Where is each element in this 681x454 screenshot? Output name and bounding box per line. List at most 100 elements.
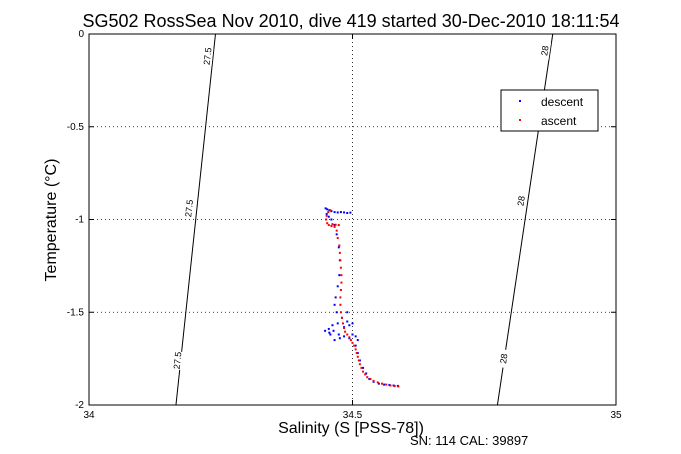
ascent-point [334,223,337,226]
contour-line-27-5 [175,33,216,406]
descent-point [348,324,351,327]
descent-point [392,384,395,387]
descent-point [332,329,335,332]
descent-point [330,218,333,221]
descent-point [335,311,338,314]
descent-point [324,207,327,210]
ascent-point [357,359,360,362]
ascent-point [327,211,330,214]
contour-label: 27.5 [172,351,184,369]
contour-label-bg [514,191,528,211]
descent-point [324,329,327,332]
ascent-point [333,225,336,228]
descent-point [343,211,346,214]
y-tick-label: -1 [75,215,84,226]
ascent-point [353,344,356,347]
legend-box [500,89,599,132]
descent-point [346,320,349,323]
descent-point [365,372,368,375]
ascent-point [327,224,330,227]
descent-point [356,352,359,355]
descent-point [356,339,359,342]
chart-title: SG502 RossSea Nov 2010, dive 419 started… [82,11,619,31]
ascent-point [355,352,358,355]
descent-point [327,327,330,330]
ascent-point [343,327,346,330]
descent-point [388,383,391,386]
descent-point [333,211,336,214]
descent-point [362,366,365,369]
ascent-point [339,266,342,269]
descent-point [368,378,371,381]
contour-label-bg [171,351,184,370]
descent-point [329,333,332,336]
ascent-point [372,379,375,382]
ascent-point [360,366,363,369]
ascent-point [338,251,341,254]
ascent-point [331,223,334,226]
ascent-point [362,370,365,373]
ascent-point [330,224,333,227]
contour-label: 27.5 [183,199,195,217]
descent-point [338,337,341,340]
descent-point [333,339,336,342]
ascent-point [340,274,343,277]
legend-marker-ascent [519,119,521,121]
ascent-point [393,385,396,388]
ascent-point [325,218,328,221]
descent-point [343,335,346,338]
ascent-point [385,383,388,386]
ascent-point [338,244,341,247]
ascent-point [339,259,342,262]
ascent-point [339,311,342,314]
descent-point [336,285,339,288]
descent-point [336,322,339,325]
descent-point [327,215,330,218]
ascent-point [344,330,347,333]
x-tick-label: 34.5 [343,410,363,421]
descent-point [337,246,340,249]
legend: descent ascent [500,89,599,132]
ascent-point [342,322,345,325]
contour-label: 28 [498,353,509,364]
contour-label: 28 [539,45,550,56]
descent-point [358,359,361,362]
descent-point [346,212,349,215]
contour-label-bg [183,198,196,218]
ascent-point [369,378,372,381]
descent-point [328,331,331,334]
descent-point [349,211,352,214]
ascent-point [348,336,351,339]
descent-point [331,324,334,327]
ascent-point [339,288,342,291]
legend-label-descent: descent [541,95,584,109]
ascent-point [339,303,342,306]
contour-label-bg [497,348,511,369]
descent-point [354,344,357,347]
axis-ticks: 34 34.5 35 -2 -1.5 -1 -0.5 0 [67,29,622,421]
x-tick-label: 35 [610,410,622,421]
ascent-point [340,316,343,319]
descent-point [326,208,329,211]
y-tick-label: -2 [75,400,84,411]
descent-point [335,233,338,236]
descent-point [330,210,333,213]
contour-label-bg [201,46,214,66]
descent-point [339,211,342,214]
ascent-point [381,382,384,385]
ascent-point [325,214,328,217]
ascent-point [397,385,400,388]
ascent-point [335,229,338,232]
ascent-point [364,373,367,376]
data-points [324,207,400,388]
x-tick-label: 34 [83,410,95,421]
ascent-point [356,355,359,358]
ascent-point [358,363,361,366]
y-tick-label: -1.5 [67,307,85,318]
legend-label-ascent: ascent [541,114,577,128]
ascent-point [366,376,369,379]
descent-point [377,382,380,385]
ascent-point [389,384,392,387]
x-axis-label: Salinity (S [PSS-78]) [278,420,424,437]
